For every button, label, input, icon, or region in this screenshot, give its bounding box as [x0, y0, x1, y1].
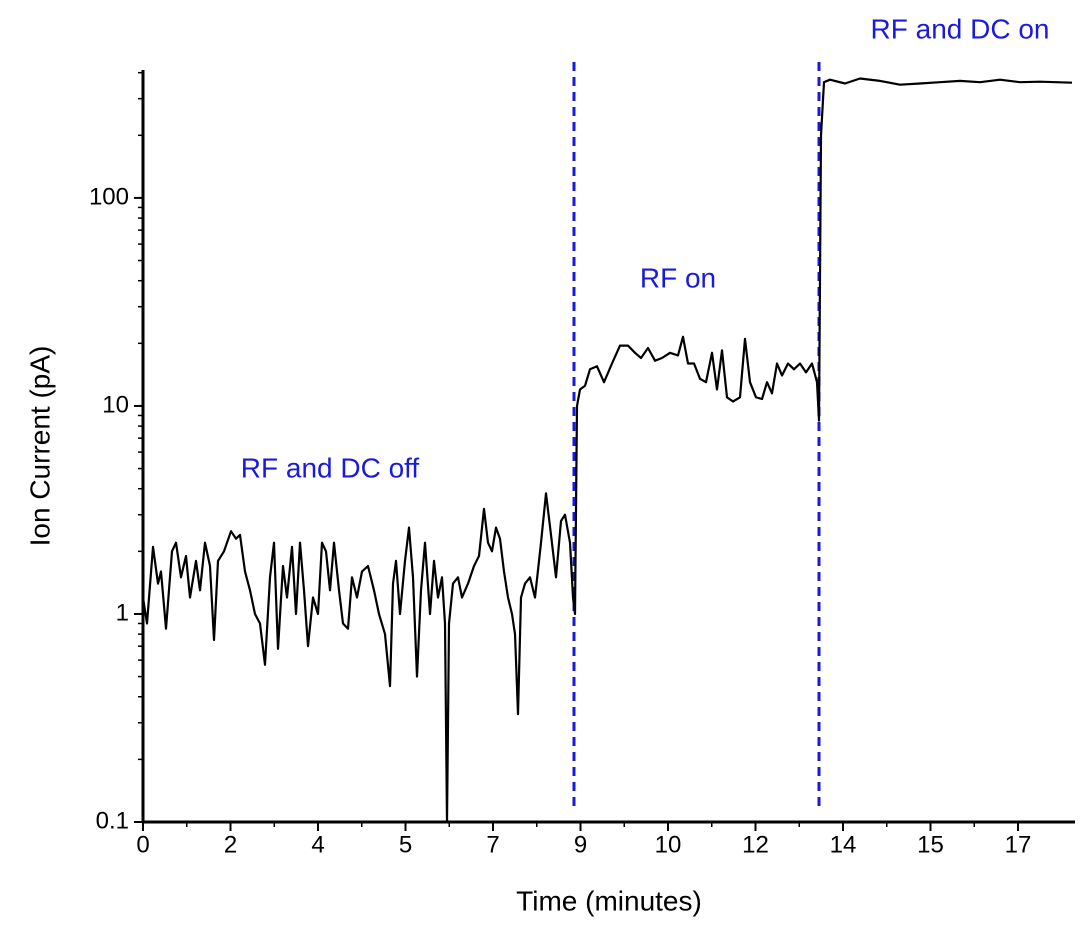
x-tick-label: 15 [917, 831, 944, 858]
x-tick-label: 10 [655, 831, 682, 858]
y-tick-label: 0.1 [96, 807, 129, 834]
annotation: RF on [640, 262, 716, 293]
y-axis-title: Ion Current (pA) [24, 346, 55, 547]
x-tick-label: 0 [136, 831, 149, 858]
y-tick-label: 10 [102, 391, 129, 418]
annotation: RF and DC off [241, 452, 420, 483]
x-tick-label: 2 [224, 831, 237, 858]
x-tick-label: 5 [399, 831, 412, 858]
x-axis-title: Time (minutes) [516, 885, 702, 916]
x-tick-label: 9 [574, 831, 587, 858]
data-line [141, 77, 1073, 824]
x-tick-label: 7 [486, 831, 499, 858]
x-tick-label: 17 [1005, 831, 1032, 858]
x-tick-label: 14 [830, 831, 857, 858]
annotation: RF and DC on [871, 13, 1050, 44]
y-tick-label: 1 [116, 599, 129, 626]
y-tick-label: 100 [89, 183, 129, 210]
x-tick-label: 12 [742, 831, 769, 858]
x-tick-label: 4 [311, 831, 324, 858]
